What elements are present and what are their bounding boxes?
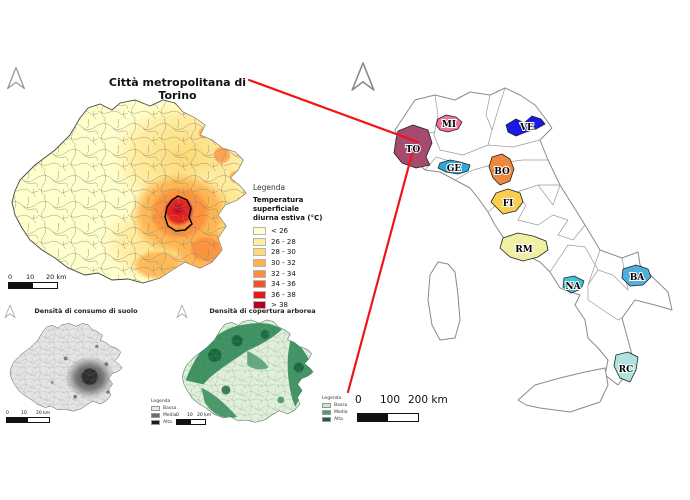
city-label-VE: VE [519, 123, 534, 133]
city-label-RC: RC [619, 365, 634, 375]
city-label-BA: BA [630, 273, 646, 283]
soil-map-title: Densità di consumo di suolo [34, 307, 138, 315]
legend-swatch [253, 290, 266, 299]
city-label-GE: GE [447, 164, 462, 174]
city-region-VE [505, 115, 546, 137]
city-label-MI: MI [442, 120, 456, 130]
legend-label: 28 - 30 [271, 248, 296, 257]
legend-label: < 26 [271, 227, 288, 236]
city-label-RM: RM [515, 245, 532, 255]
legend-swatch [253, 280, 266, 289]
soil-legend: Legenda Bassa Media Alta [151, 399, 177, 425]
tree-scalebar: 0 10 20 km [176, 413, 211, 425]
city-region-GE [437, 159, 471, 175]
scalebar-bar [176, 419, 206, 425]
legend-row: < 26 [253, 227, 343, 236]
legend-swatch [253, 259, 266, 268]
legend-swatch [151, 406, 160, 411]
legend-title: Legenda [253, 183, 286, 192]
legend-swatch [322, 417, 331, 422]
legend-label: 34 - 36 [271, 280, 296, 289]
legend-swatch [151, 413, 160, 418]
turin-north-arrow-icon [7, 67, 26, 90]
figure-title: Città metropolitana di Torino [108, 76, 247, 102]
legend-row: 26 - 28 [253, 237, 343, 246]
tree-map-title: Densità di copertura arborea [209, 307, 316, 315]
legend-swatch [151, 420, 160, 425]
turin-temperature-map [11, 99, 247, 284]
legend-label: > 38 [271, 301, 288, 310]
italy-sicily [517, 367, 609, 413]
city-region-BO [488, 153, 515, 186]
city-region-FI [490, 188, 524, 215]
legend-label: 30 - 32 [271, 259, 296, 268]
legend-subtitle: Temperatura superficiale diurna estiva (… [253, 196, 323, 223]
scalebar-bar [8, 282, 58, 289]
metro-city-regions [393, 114, 652, 383]
city-region-RC [613, 351, 639, 383]
legend-swatch [253, 301, 266, 310]
legend-row: 32 - 34 [253, 269, 343, 278]
italy-scalebar: 0 100 200 km [355, 394, 448, 424]
soil-north-arrow-icon [4, 304, 16, 318]
turin-scalebar: 0 10 20 km [8, 273, 74, 289]
temperature-legend: Legenda Temperatura superficiale diurna … [253, 183, 343, 310]
legend-label: 26 - 28 [271, 237, 296, 246]
legend-label: 32 - 34 [271, 269, 296, 278]
city-region-BA [621, 264, 652, 287]
scalebar-bar [6, 417, 50, 423]
legend-swatch [253, 227, 266, 236]
turin-city-outline [164, 195, 193, 232]
legend-row: 28 - 30 [253, 248, 343, 257]
tree-north-arrow-icon [176, 304, 188, 318]
tree-density-map [181, 319, 314, 423]
legend-label: 36 - 38 [271, 290, 296, 299]
italy-map: TO MI VE GE BO FI RM NA BA RC [393, 87, 673, 413]
legend-row: 34 - 36 [253, 280, 343, 289]
legend-row: 36 - 38 [253, 290, 343, 299]
soil-density-map [9, 323, 123, 412]
scalebar-bar [357, 413, 419, 422]
legend-swatch [322, 410, 331, 415]
legend-swatch [322, 403, 331, 408]
legend-row: > 38 [253, 301, 343, 310]
city-label-FI: FI [503, 199, 514, 209]
city-region-MI [435, 114, 463, 133]
city-region-RM [499, 232, 549, 262]
italy-north-arrow-icon [351, 62, 375, 91]
turin-heat-layer [12, 100, 246, 283]
city-region-NA [562, 275, 585, 294]
legend-swatch [253, 269, 266, 278]
italy-sardinia [427, 261, 461, 341]
tree-legend: Legenda Bassa Media Alta [322, 396, 348, 422]
city-label-BO: BO [494, 167, 510, 177]
city-label-TO: TO [406, 145, 421, 155]
city-label-NA: NA [565, 282, 581, 292]
soil-scalebar: 0 10 20 km [6, 411, 54, 423]
legend-row: 30 - 32 [253, 259, 343, 268]
legend-swatch [253, 248, 266, 257]
legend-swatch [253, 237, 266, 246]
